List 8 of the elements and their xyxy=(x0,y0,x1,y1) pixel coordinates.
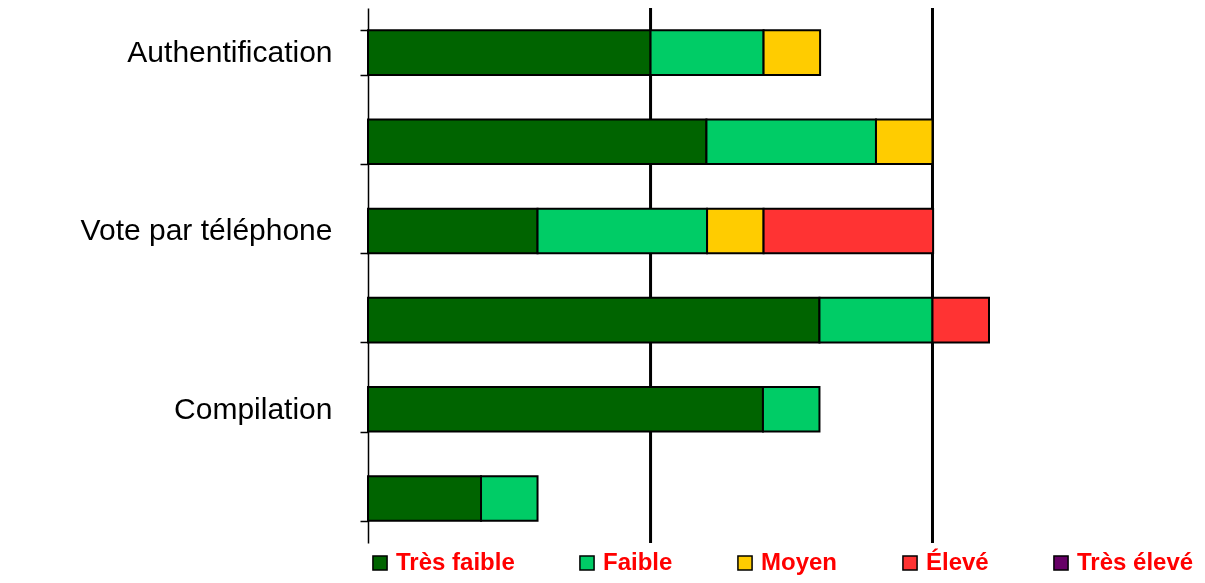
legend-label: Élevé xyxy=(926,548,989,575)
y-tick-label: Authentification xyxy=(127,35,333,69)
legend-label: Moyen xyxy=(761,548,838,575)
legend-label: Très élevé xyxy=(1077,548,1194,575)
y-tick-label: Vote par téléphone xyxy=(80,213,333,247)
legend-label: Faible xyxy=(603,548,673,575)
legend-label: Très faible xyxy=(396,548,515,575)
y-tick-label: Compilation xyxy=(174,391,333,425)
